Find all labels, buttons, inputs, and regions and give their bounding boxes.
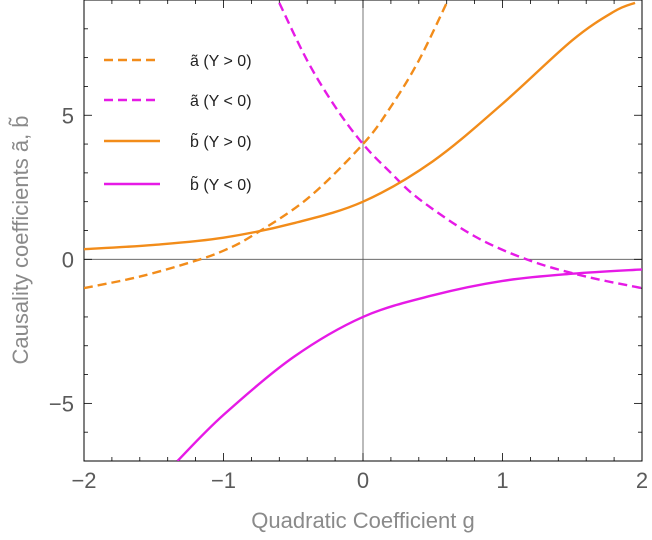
- series-line-1: [84, 2, 448, 290]
- legend-label-4: b̃ (Y < 0): [190, 174, 252, 194]
- y-tick-label: 5: [62, 103, 74, 128]
- x-tick-label: −2: [71, 468, 96, 493]
- legend-label-2: ã (Y < 0): [190, 93, 252, 110]
- y-axis-title: Causality coefficients ã, b̃: [8, 115, 33, 364]
- series-line-3: [84, 1, 636, 251]
- x-tick-label: 1: [496, 468, 508, 493]
- legend: ã (Y > 0) ã (Y < 0) b̃ (Y > 0) b̃ (Y < 0): [104, 53, 252, 194]
- x-tick-label: 0: [357, 468, 369, 493]
- axes: [83, 0, 643, 462]
- x-axis-title: Quadratic Coefficient g: [251, 508, 474, 533]
- legend-label-1: ã (Y > 0): [190, 53, 252, 70]
- x-tick-label: −1: [211, 468, 236, 493]
- series-line-4: [176, 268, 642, 461]
- series-line-2: [278, 2, 642, 290]
- y-tick-label: −5: [49, 391, 74, 416]
- series-group: [84, 1, 642, 461]
- tick-labels: −2 −1 0 1 2 −5 0 5: [49, 103, 648, 493]
- x-tick-label: 2: [636, 468, 648, 493]
- legend-label-3: b̃ (Y > 0): [190, 131, 252, 151]
- y-tick-label: 0: [62, 247, 74, 272]
